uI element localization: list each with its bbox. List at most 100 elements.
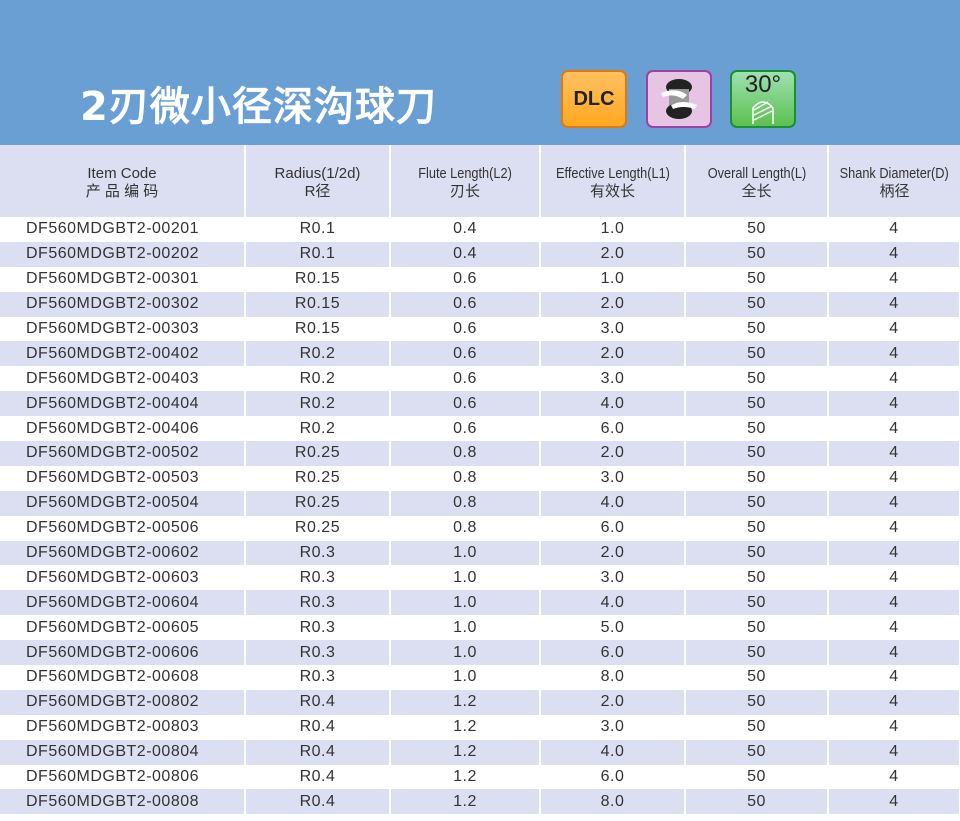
cell-shank-diameter: 4	[828, 615, 960, 641]
header-en: Effective Length(L1)	[555, 165, 670, 182]
cell-shank-diameter: 4	[828, 291, 960, 317]
cell-flute-length: 0.6	[390, 316, 541, 342]
cell-effective-length: 3.0	[540, 465, 686, 491]
cell-flute-length: 0.6	[390, 366, 541, 392]
cell-item-code: DF560MDGBT2-00803	[0, 714, 246, 740]
table-row: DF560MDGBT2-00404 R0.2 0.6 4.0 50 4	[0, 391, 960, 417]
cell-effective-length: 2.0	[540, 341, 686, 367]
cell-radius: R0.15	[245, 291, 391, 317]
table-row: DF560MDGBT2-00606 R0.3 1.0 6.0 50 4	[0, 640, 960, 666]
cell-shank-diameter: 4	[828, 341, 960, 367]
cell-radius: R0.2	[245, 366, 391, 392]
cell-radius: R0.2	[245, 416, 391, 442]
cell-item-code: DF560MDGBT2-00808	[0, 789, 246, 815]
cell-effective-length: 6.0	[540, 416, 686, 442]
cell-radius: R0.2	[245, 341, 391, 367]
cell-shank-diameter: 4	[828, 465, 960, 491]
cell-overall-length: 50	[685, 590, 829, 616]
cell-flute-length: 0.6	[390, 341, 541, 367]
cell-shank-diameter: 4	[828, 714, 960, 740]
cell-flute-length: 1.2	[390, 739, 541, 765]
header-zh: 刃长	[449, 183, 480, 200]
table-row: DF560MDGBT2-00504 R0.25 0.8 4.0 50 4	[0, 490, 960, 516]
cell-flute-length: 0.6	[390, 416, 541, 442]
cell-flute-length: 0.8	[390, 515, 541, 541]
cell-shank-diameter: 4	[828, 416, 960, 442]
cell-shank-diameter: 4	[828, 391, 960, 417]
cell-item-code: DF560MDGBT2-00406	[0, 416, 246, 442]
cell-effective-length: 4.0	[540, 590, 686, 616]
cell-overall-length: 50	[685, 465, 829, 491]
table-row: DF560MDGBT2-00802 R0.4 1.2 2.0 50 4	[0, 689, 960, 715]
cell-flute-length: 0.6	[390, 266, 541, 292]
cell-radius: R0.4	[245, 764, 391, 790]
cell-shank-diameter: 4	[828, 540, 960, 566]
cell-overall-length: 50	[685, 689, 829, 715]
cell-radius: R0.2	[245, 391, 391, 417]
table-row: DF560MDGBT2-00202 R0.1 0.4 2.0 50 4	[0, 241, 960, 267]
cell-shank-diameter: 4	[828, 441, 960, 466]
cell-radius: R0.25	[245, 465, 391, 491]
table-row: DF560MDGBT2-00803 R0.4 1.2 3.0 50 4	[0, 714, 960, 740]
cell-effective-length: 4.0	[540, 391, 686, 417]
product-table: Item Code 产 品 编 码 Radius(1/2d) R径 Flute Leng…	[0, 145, 960, 815]
cell-flute-length: 1.0	[390, 565, 541, 591]
cell-flute-length: 0.8	[390, 490, 541, 516]
cell-item-code: DF560MDGBT2-00201	[0, 217, 246, 242]
cell-flute-length: 0.4	[390, 217, 541, 242]
header-zh: 全长	[741, 183, 772, 200]
cell-item-code: DF560MDGBT2-00602	[0, 540, 246, 566]
cell-overall-length: 50	[685, 540, 829, 566]
cell-overall-length: 50	[685, 515, 829, 541]
two-flute-ball-icon	[646, 70, 712, 128]
cell-shank-diameter: 4	[828, 565, 960, 591]
cell-radius: R0.3	[245, 540, 391, 566]
cell-overall-length: 50	[685, 391, 829, 417]
column-header-item-code: Item Code 产 品 编 码	[0, 145, 246, 217]
cell-item-code: DF560MDGBT2-00504	[0, 490, 246, 516]
header-en: Item Code	[87, 165, 157, 182]
cell-radius: R0.25	[245, 515, 391, 541]
cell-item-code: DF560MDGBT2-00806	[0, 764, 246, 790]
cell-shank-diameter: 4	[828, 515, 960, 541]
table-row: DF560MDGBT2-00603 R0.3 1.0 3.0 50 4	[0, 565, 960, 591]
table-row: DF560MDGBT2-00403 R0.2 0.6 3.0 50 4	[0, 366, 960, 392]
cell-flute-length: 1.2	[390, 689, 541, 715]
column-header-shank-diameter: Shank Diameter(D) 柄径	[828, 145, 960, 217]
cell-radius: R0.4	[245, 739, 391, 765]
cell-shank-diameter: 4	[828, 764, 960, 790]
cell-item-code: DF560MDGBT2-00301	[0, 266, 246, 292]
cell-item-code: DF560MDGBT2-00604	[0, 590, 246, 616]
cell-item-code: DF560MDGBT2-00502	[0, 441, 246, 466]
cell-effective-length: 8.0	[540, 789, 686, 815]
cell-radius: R0.3	[245, 665, 391, 690]
table-row: DF560MDGBT2-00502 R0.25 0.8 2.0 50 4	[0, 441, 960, 466]
cell-effective-length: 2.0	[540, 291, 686, 317]
table-row: DF560MDGBT2-00605 R0.3 1.0 5.0 50 4	[0, 615, 960, 641]
table-row: DF560MDGBT2-00808 R0.4 1.2 8.0 50 4	[0, 789, 960, 815]
header-en: Flute Length(L2)	[418, 165, 512, 182]
table-row: DF560MDGBT2-00604 R0.3 1.0 4.0 50 4	[0, 590, 960, 616]
column-header-effective-length: Effective Length(L1) 有效长	[540, 145, 686, 217]
column-header-radius: Radius(1/2d) R径	[245, 145, 391, 217]
cell-effective-length: 3.0	[540, 714, 686, 740]
cell-flute-length: 0.8	[390, 441, 541, 466]
table-row: DF560MDGBT2-00804 R0.4 1.2 4.0 50 4	[0, 739, 960, 765]
cell-overall-length: 50	[685, 416, 829, 442]
cell-radius: R0.3	[245, 640, 391, 666]
table-row: DF560MDGBT2-00503 R0.25 0.8 3.0 50 4	[0, 465, 960, 491]
cell-overall-length: 50	[685, 739, 829, 765]
cell-shank-diameter: 4	[828, 241, 960, 267]
cell-shank-diameter: 4	[828, 316, 960, 342]
cell-item-code: DF560MDGBT2-00402	[0, 341, 246, 367]
helix-angle-icon: 30°	[730, 70, 796, 128]
cell-item-code: DF560MDGBT2-00302	[0, 291, 246, 317]
cell-effective-length: 2.0	[540, 689, 686, 715]
cell-flute-length: 0.6	[390, 391, 541, 417]
header-en: Radius(1/2d)	[274, 165, 361, 182]
cell-shank-diameter: 4	[828, 266, 960, 292]
cell-overall-length: 50	[685, 615, 829, 641]
cell-overall-length: 50	[685, 764, 829, 790]
cell-item-code: DF560MDGBT2-00804	[0, 739, 246, 765]
cell-radius: R0.1	[245, 217, 391, 242]
